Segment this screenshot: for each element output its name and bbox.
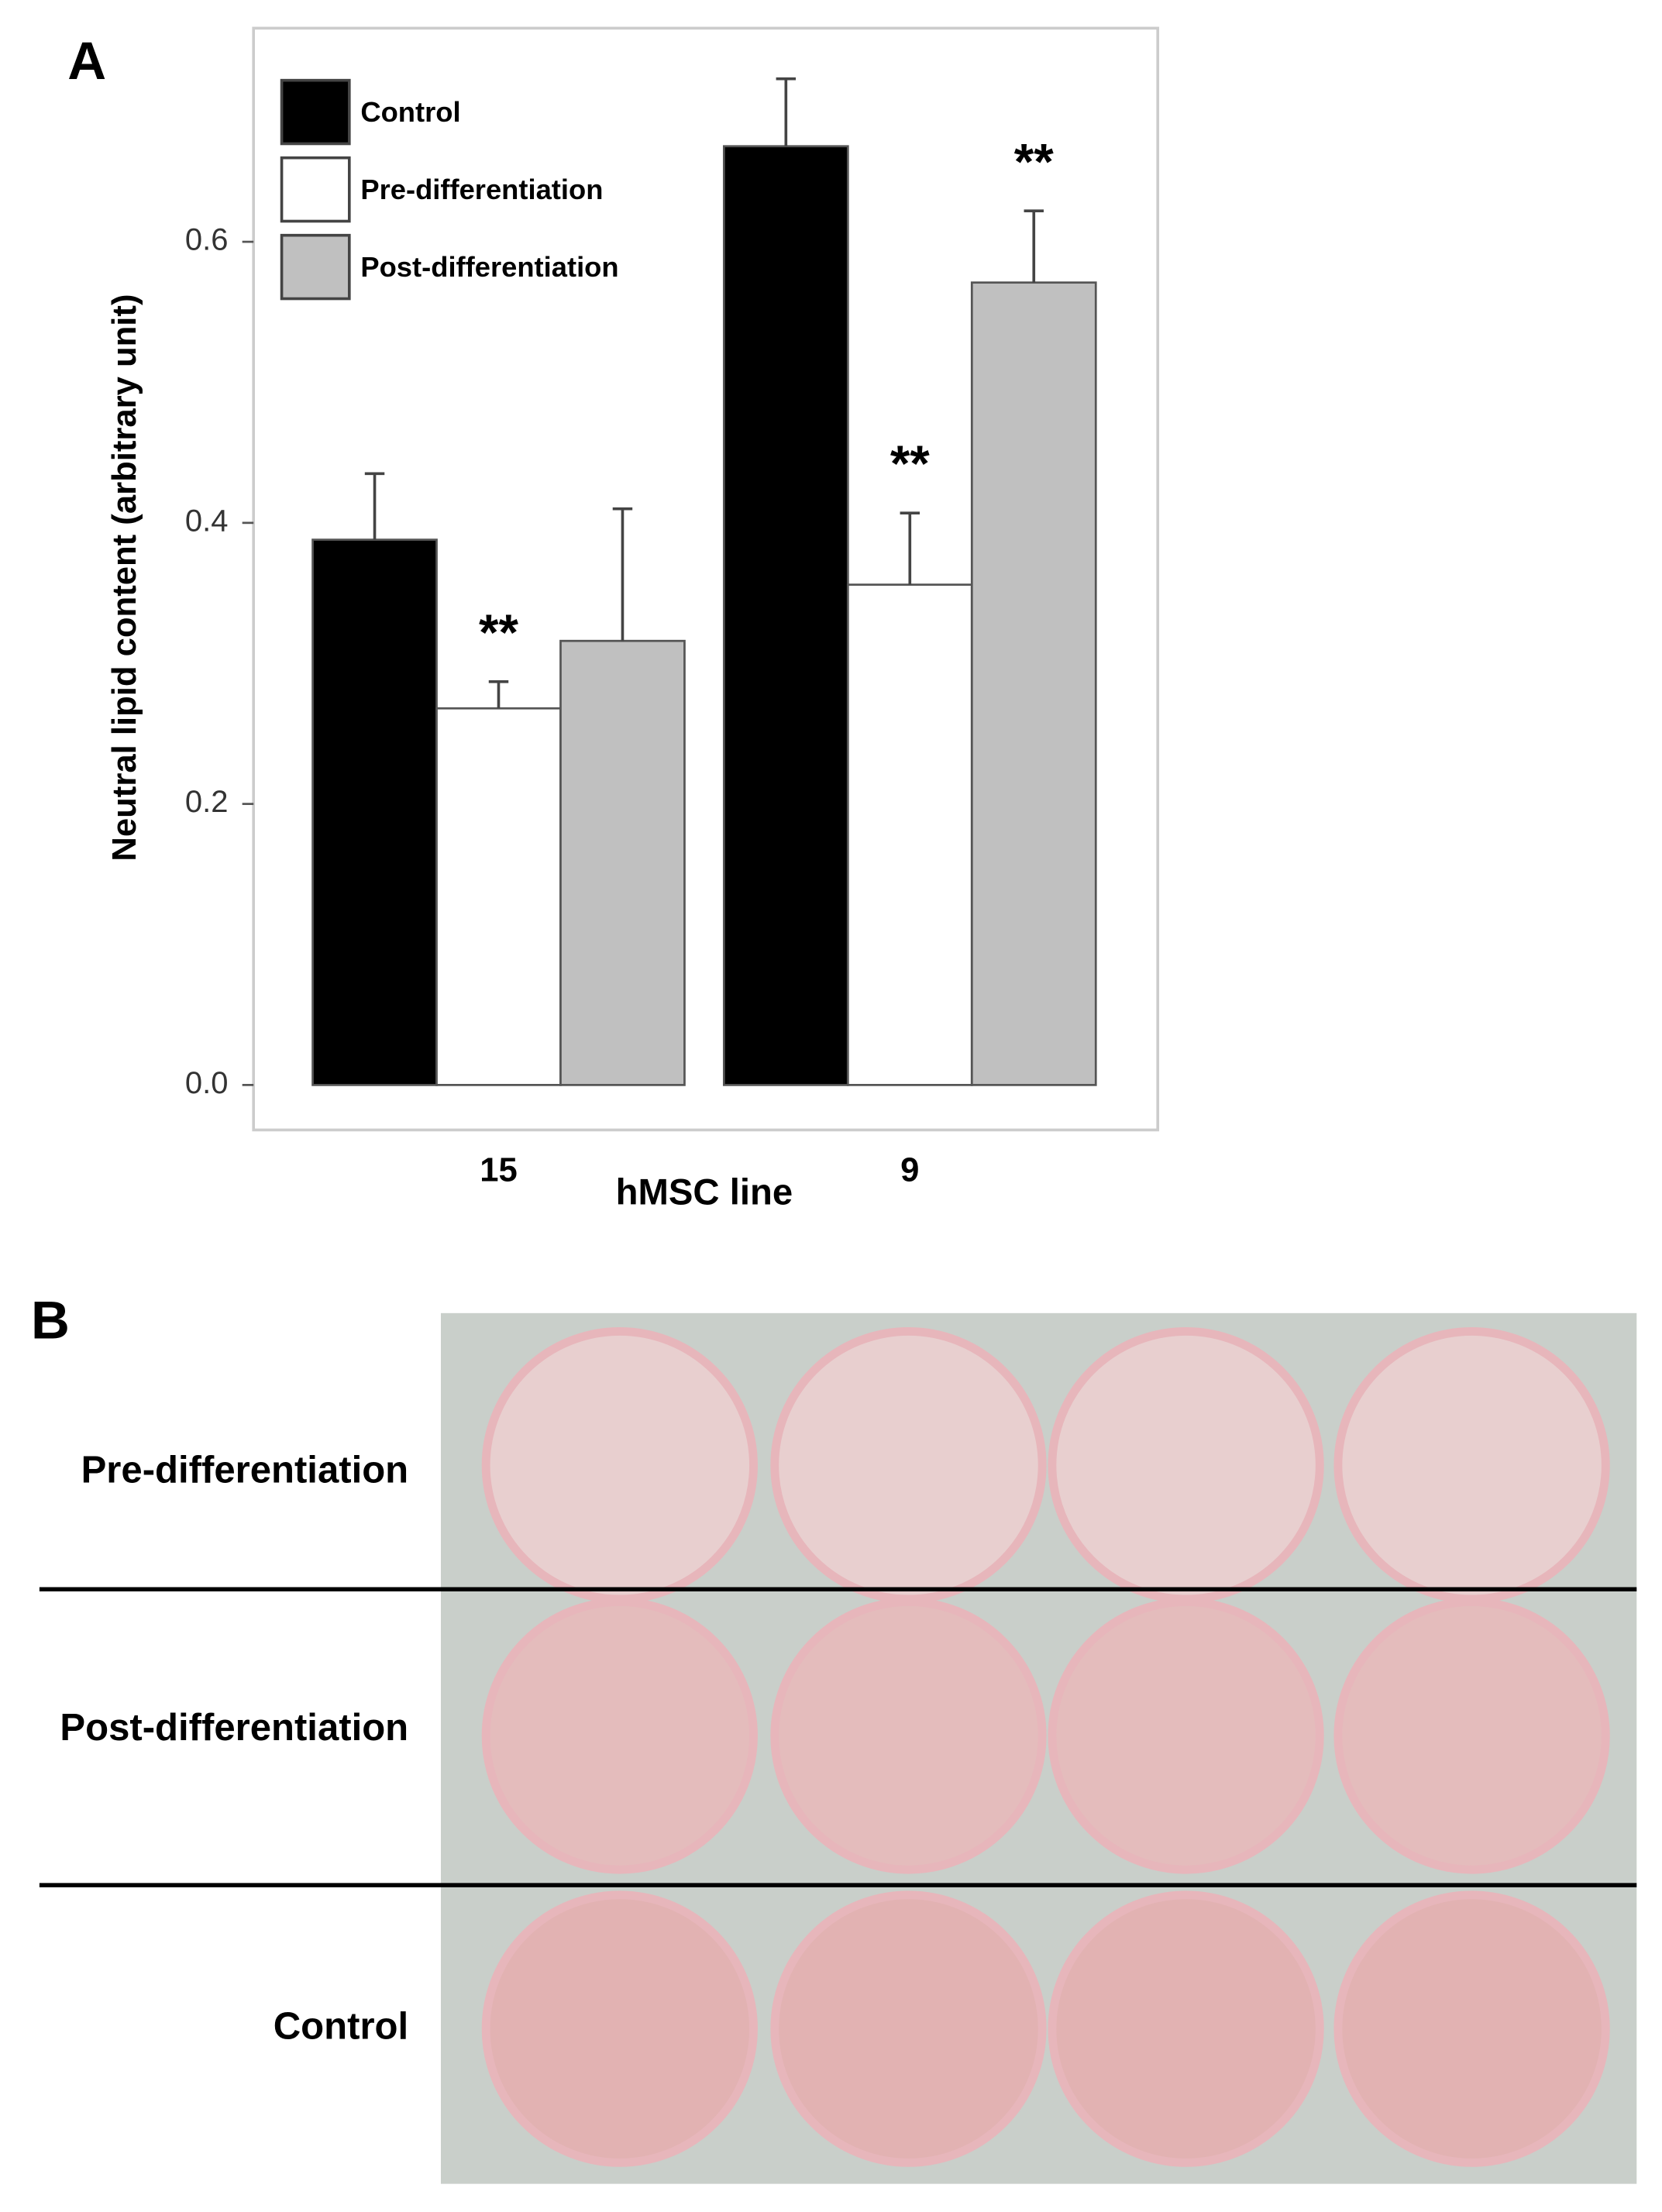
bar [559, 639, 686, 1086]
row-label: Pre-differentiation [81, 1449, 409, 1491]
legend-label: Post-differentiation [360, 251, 618, 283]
y-tick-label: 0.4 [185, 504, 229, 538]
error-bar [488, 679, 509, 709]
y-tick-label: 0.0 [185, 1066, 229, 1100]
error-bar [776, 77, 797, 146]
panel-label: A [67, 30, 106, 91]
bar [846, 583, 973, 1086]
y-tick-label: 0.6 [185, 223, 229, 257]
x-axis-label: hMSC line [616, 1172, 793, 1213]
panel-label: B [31, 1290, 70, 1350]
error-bar [612, 507, 633, 642]
bar [970, 281, 1097, 1086]
bar [435, 707, 562, 1086]
legend-swatch [280, 78, 351, 146]
photo [39, 1312, 1637, 2184]
row-label: Post-differentiation [60, 1707, 408, 1749]
legend-label: Control [360, 96, 460, 128]
bar [722, 145, 849, 1086]
y-tick-label: 0.2 [185, 785, 229, 819]
legend-label: Pre-differentiation [360, 174, 603, 205]
annotation: ** [1014, 133, 1054, 190]
error-bar [364, 472, 385, 540]
annotation: ** [479, 604, 518, 661]
row-label: Control [274, 2006, 408, 2048]
legend-swatch [280, 156, 351, 223]
y-axis-label: Neutral lipid content (arbitrary unit) [106, 294, 143, 862]
x-tick-label: 9 [900, 1151, 919, 1189]
bar [311, 538, 438, 1086]
legend-swatch [280, 233, 351, 301]
x-tick-label: 15 [480, 1151, 518, 1189]
error-bar [900, 511, 920, 585]
error-bar [1024, 209, 1044, 283]
annotation: ** [890, 435, 930, 492]
